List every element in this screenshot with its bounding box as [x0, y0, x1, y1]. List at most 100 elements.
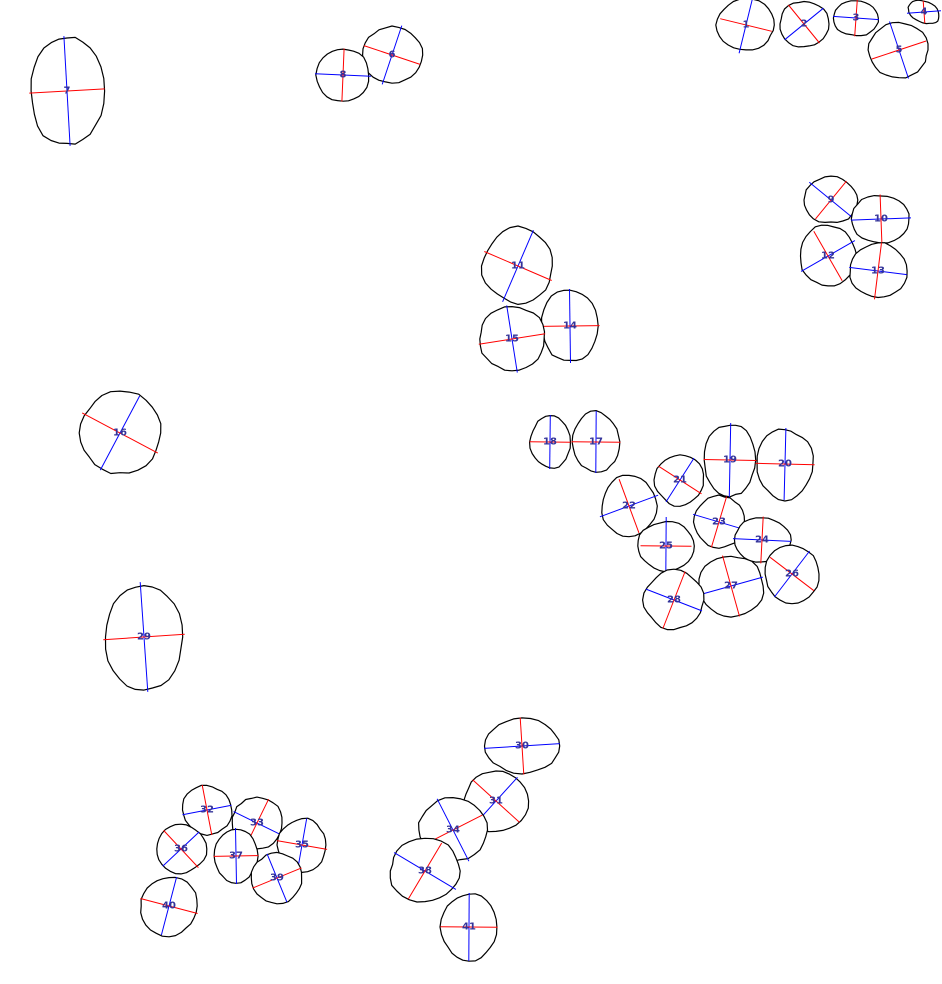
minor-axis [720, 18, 772, 32]
cell-label: 29 [137, 632, 151, 643]
cell-13: 13 [849, 242, 908, 300]
cell-label: 30 [515, 741, 529, 752]
cell-7: 7 [29, 36, 106, 146]
minor-axis [213, 855, 259, 857]
minor-axis [813, 230, 843, 282]
cell-label: 20 [778, 459, 792, 470]
cell-outline [653, 454, 705, 507]
cell-label: 33 [250, 818, 264, 829]
cell-label: 36 [174, 844, 188, 855]
cell-25: 25 [637, 516, 695, 576]
minor-axis [703, 459, 757, 461]
cell-label: 12 [821, 251, 835, 262]
cell-27: 27 [698, 555, 765, 618]
cell-label: 9 [828, 195, 835, 206]
minor-axis [710, 496, 728, 548]
cell-12: 12 [799, 224, 858, 287]
cell-2: 2 [779, 0, 830, 48]
minor-axis [103, 633, 185, 641]
cell-label: 19 [723, 455, 737, 466]
cell-4: 4 [906, 0, 942, 25]
minor-axis [879, 194, 883, 244]
cell-label: 41 [462, 922, 476, 933]
cell-label: 22 [622, 501, 636, 512]
cell-19: 19 [703, 422, 757, 498]
cell-label: 15 [505, 334, 519, 345]
cell-5: 5 [867, 21, 929, 79]
cell-14: 14 [540, 288, 600, 364]
cell-label: 38 [418, 866, 432, 877]
minor-axis [722, 555, 740, 617]
minor-axis [484, 251, 552, 281]
cell-label: 4 [921, 7, 928, 18]
minor-axis [519, 717, 525, 775]
minor-axis [618, 479, 640, 533]
cell-23: 23 [692, 494, 746, 549]
minor-axis [252, 867, 302, 889]
cell-20: 20 [755, 427, 815, 502]
minor-axis [922, 0, 926, 24]
cell-29: 29 [103, 582, 185, 692]
cell-label: 23 [712, 517, 726, 528]
minor-axis [540, 325, 600, 327]
minor-axis [874, 242, 882, 300]
cell-label: 13 [871, 266, 885, 277]
minor-axis [529, 441, 571, 443]
cell-22: 22 [599, 474, 659, 538]
cell-label: 10 [874, 214, 888, 225]
minor-axis [201, 784, 213, 836]
cell-39: 39 [250, 851, 303, 905]
cell-label: 17 [589, 437, 603, 448]
minor-axis [658, 465, 702, 495]
minor-axis [407, 842, 443, 900]
cell-18: 18 [528, 414, 572, 470]
cell-label: 18 [543, 437, 557, 448]
minor-axis [341, 48, 345, 102]
cell-label: 25 [659, 541, 673, 552]
cell-3: 3 [832, 0, 880, 37]
cell-8: 8 [314, 48, 372, 102]
cell-label: 39 [270, 873, 284, 884]
cell-6: 6 [362, 25, 424, 85]
cell-label: 3 [853, 13, 860, 24]
cell-36: 36 [156, 823, 208, 875]
cell-label: 16 [113, 428, 127, 439]
cell-21: 21 [653, 454, 705, 507]
cell-label: 6 [389, 50, 396, 61]
minor-axis [363, 45, 421, 65]
cell-label: 28 [667, 595, 681, 606]
cell-label: 7 [64, 86, 71, 97]
minor-axis [662, 571, 686, 629]
cell-label: 37 [229, 851, 243, 862]
cell-label: 24 [755, 535, 769, 546]
minor-axis [788, 4, 820, 44]
cell-38: 38 [389, 837, 461, 903]
cell-11: 11 [480, 225, 553, 305]
cell-9: 9 [803, 175, 859, 223]
minor-axis [871, 40, 927, 60]
cell-label: 8 [340, 70, 347, 81]
cell-32: 32 [181, 784, 233, 837]
cell-1: 1 [715, 0, 775, 54]
cell-label: 40 [162, 901, 176, 912]
cell-37: 37 [213, 827, 259, 885]
minor-axis [815, 180, 847, 220]
cell-10: 10 [850, 194, 912, 244]
minor-axis [276, 840, 328, 850]
cell-26: 26 [764, 544, 820, 605]
cell-30: 30 [483, 717, 561, 775]
cell-outline [439, 893, 498, 962]
cell-17: 17 [571, 410, 621, 474]
minor-axis [755, 462, 815, 466]
minor-axis [29, 88, 105, 94]
minor-axis [478, 333, 546, 345]
minor-axis [81, 412, 159, 454]
minor-axis [472, 779, 520, 823]
cell-label: 35 [295, 840, 309, 851]
cell-16: 16 [78, 390, 162, 475]
cell-label: 1 [743, 20, 750, 31]
cell-15: 15 [478, 305, 546, 373]
cell-label: 31 [489, 796, 503, 807]
